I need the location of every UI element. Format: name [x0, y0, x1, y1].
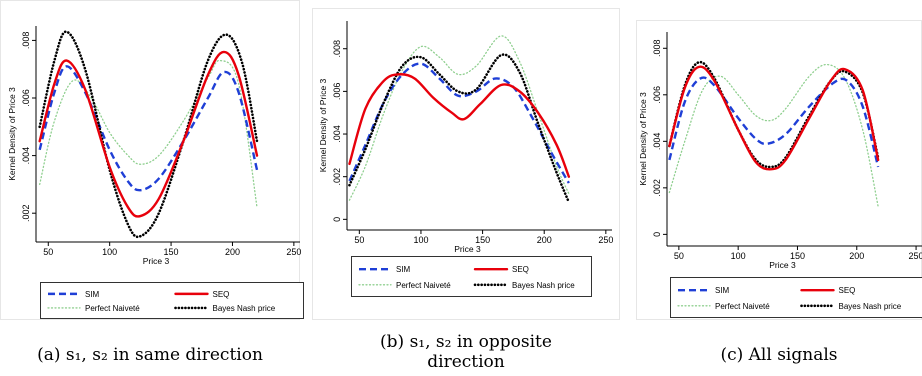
x-tick-label: 200 — [537, 235, 552, 245]
x-tick-label: 50 — [43, 247, 53, 257]
y-tick-label: .002 — [652, 179, 662, 197]
x-tick-label: 100 — [102, 247, 117, 257]
x-tick-label: 100 — [413, 235, 428, 245]
x-tick-label: 50 — [354, 235, 364, 245]
x-tick-label: 150 — [475, 235, 490, 245]
legend-box — [40, 282, 304, 319]
y-axis-title: Kernel Density of Price 3 — [638, 92, 648, 186]
legend-label: Bayes Nash price — [213, 304, 276, 313]
x-tick-label: 200 — [225, 247, 240, 257]
x-axis-title: Price 3 — [143, 256, 170, 266]
x-axis-title: Price 3 — [454, 244, 481, 254]
legend-box — [670, 277, 922, 318]
series-line-seq — [348, 73, 571, 178]
caption: (c) All signals — [720, 345, 837, 365]
series-line-bayes-nash-price — [348, 53, 571, 204]
legend-label: SIM — [396, 265, 411, 274]
y-tick-label: .008 — [332, 40, 342, 58]
series-line-perfect-naivet — [348, 35, 570, 201]
y-tick-label: .004 — [652, 133, 662, 151]
legend: SIM SEQ Perfect Naiveté Bayes Nash price — [670, 277, 922, 318]
legend-label: SEQ — [213, 290, 230, 299]
legend-label: SIM — [715, 286, 730, 295]
chart-panel-2: 50 100 150 200 250 0 .002 .004 .006 .008 Price 3 Ke… — [312, 8, 620, 372]
series-line-sim — [668, 76, 880, 168]
x-tick-label: 250 — [598, 235, 613, 245]
y-axis-title: Kernel Density of Price 3 — [318, 78, 328, 172]
legend-label: Bayes Nash price — [839, 302, 902, 311]
legend-label: SIM — [85, 290, 100, 299]
y-tick-label: 0 — [332, 217, 342, 222]
series-line-bayes-nash-price — [38, 30, 259, 239]
legend-label: SEQ — [512, 265, 529, 274]
series-line-sim — [348, 62, 570, 184]
y-tick-label: .002 — [21, 204, 31, 222]
legend: SIM SEQ Perfect Naiveté Bayes Nash price — [351, 256, 592, 297]
series-line-perfect-naivet — [39, 59, 258, 209]
legend-label: Perfect Naiveté — [396, 281, 451, 290]
y-tick-label: 0 — [652, 232, 662, 237]
y-tick-label: .006 — [332, 83, 342, 101]
y-tick-label: .006 — [652, 86, 662, 104]
x-tick-label: 50 — [674, 251, 684, 261]
y-tick-label: .004 — [332, 125, 342, 143]
caption: (b) s₁, s₂ in opposite — [380, 332, 552, 352]
legend-box — [351, 256, 592, 297]
legend-label: Bayes Nash price — [512, 281, 575, 290]
y-tick-label: .008 — [21, 32, 31, 50]
chart-panel-1: 50 100 150 200 250 .002 .004 .006 .008 Price 3 Ker… — [0, 0, 304, 365]
chart-panel-3: 50 100 150 200 250 0 .002 .004 .006 .008 Price 3 Ke… — [636, 20, 922, 365]
y-axis-title: Kernel Density of Price 3 — [7, 87, 17, 181]
y-tick-label: .002 — [332, 168, 342, 186]
series-line-bayes-nash-price — [668, 60, 880, 169]
caption: (a) s₁, s₂ in same direction — [37, 345, 263, 365]
y-tick-label: .008 — [652, 40, 662, 58]
x-tick-label: 100 — [731, 251, 746, 261]
series-line-seq — [668, 65, 880, 171]
series-line-seq — [38, 50, 259, 218]
x-tick-label: 200 — [849, 251, 864, 261]
panel-frame — [0, 0, 300, 320]
legend-label: SEQ — [839, 286, 856, 295]
legend: SIM SEQ Perfect Naiveté Bayes Nash price — [40, 282, 304, 319]
x-tick-label: 150 — [164, 247, 179, 257]
x-tick-label: 250 — [286, 247, 301, 257]
caption: direction — [427, 352, 505, 372]
y-tick-label: .006 — [21, 89, 31, 107]
legend-label: Perfect Naiveté — [715, 302, 770, 311]
y-tick-label: .004 — [21, 147, 31, 165]
series-line-sim — [38, 65, 259, 192]
x-tick-label: 150 — [790, 251, 805, 261]
x-axis-title: Price 3 — [769, 260, 796, 270]
x-tick-label: 250 — [909, 251, 922, 261]
panel-frame — [636, 20, 922, 320]
legend-label: Perfect Naiveté — [85, 304, 140, 313]
